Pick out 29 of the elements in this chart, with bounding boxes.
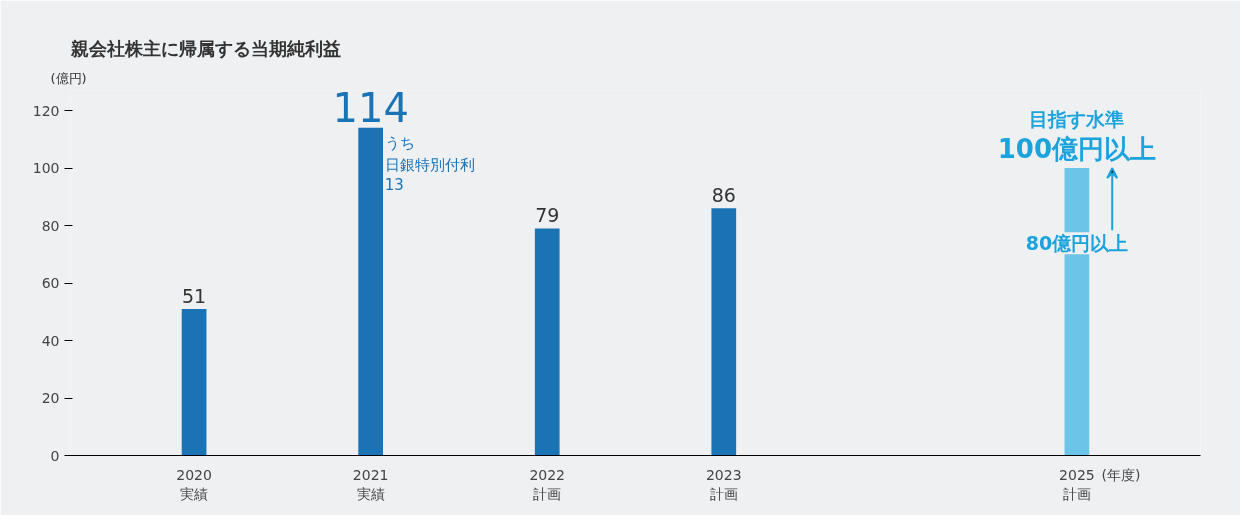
- data-label: 51: [182, 284, 207, 307]
- data-label: 114: [332, 84, 409, 131]
- x-tick-label: 2025 計画: [1059, 466, 1095, 502]
- x-tick-label: 2020 実績: [176, 466, 212, 502]
- y-tick-label: 100: [32, 160, 60, 177]
- annotation: 13: [384, 175, 404, 194]
- y-tick-label: 20: [41, 390, 60, 407]
- data-label: 86: [711, 184, 736, 207]
- x-tick-label: 2022 計画: [529, 466, 566, 502]
- x-tick-label: 2023 計画: [705, 466, 742, 502]
- annotation: うち: [384, 133, 415, 152]
- chart-title: 親会社株主に帰属する当期純利益: [69, 37, 341, 59]
- y-tick-label: 0: [50, 447, 60, 464]
- y-tick-label: 120: [32, 102, 60, 119]
- bar: [358, 127, 384, 456]
- annotation: 80億円以上: [1025, 232, 1129, 255]
- annotation: 100億円以上: [997, 134, 1157, 165]
- x-axis-title: (年度): [1101, 466, 1141, 483]
- x-tick-label: 2021 実績: [352, 466, 389, 502]
- bar: [534, 228, 560, 456]
- y-tick-label: 80: [41, 217, 60, 234]
- data-label: 79: [535, 204, 560, 227]
- y-tick-label: 60: [41, 275, 60, 292]
- y-tick-label: 40: [41, 332, 60, 349]
- annotation: 目指す水準: [1029, 108, 1125, 131]
- bar: [711, 208, 737, 456]
- y-axis-title: (億円): [50, 70, 87, 86]
- annotation: 日銀特別付利: [384, 155, 475, 174]
- bar: [181, 308, 207, 456]
